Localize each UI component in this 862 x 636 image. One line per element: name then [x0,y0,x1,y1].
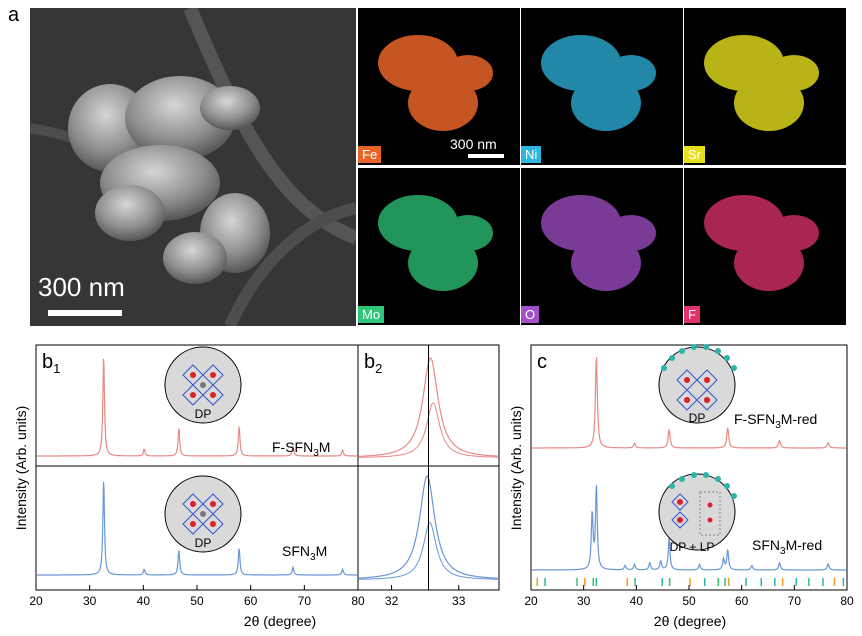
map-sr-label: Sr [684,146,705,163]
panel-a-letter: a [8,4,20,26]
map-fe: Fe 300 nm [358,8,520,165]
map-mo: Mo [358,168,520,325]
b1-tick-label: 50 [190,594,204,608]
b1-top-label: F-SFN3M [272,439,330,459]
b1-curves [37,358,357,576]
b1-tick-label: 60 [244,594,258,608]
svg-text:DP: DP [195,407,212,421]
c-top-label: F-SFN3M-red [734,411,817,431]
b2-tick-label: 33 [452,594,466,608]
c-series-sfn3m-red [532,485,846,571]
c-curves [532,357,846,586]
b2-tick-label: 32 [385,594,399,608]
axis-ticks: 20 30 40 50 60 70 80 32 33 20 30 40 50 60 70 80 [29,585,854,608]
xrd-charts: b1 b2 c Intensity (Arb. units) Intensity… [13,344,854,629]
map-o: O [521,168,683,325]
b2-letter: b2 [364,351,382,376]
map-sr: Sr [684,8,846,165]
map-mo-label: Mo [358,306,385,323]
c-tick-label: 60 [735,594,749,608]
b1-series-f-sfn3m [37,358,357,457]
b1-ylabel: Intensity (Arb. units) [13,406,29,531]
c-tick-label: 80 [840,594,854,608]
map-scale-label: 300 nm [450,136,497,152]
b1-tick-label: 20 [29,594,43,608]
svg-text:DP + LP: DP + LP [670,540,715,554]
b-xlabel: 2θ (degree) [244,613,316,629]
map-ni-label: Ni [521,146,542,163]
b1-letter: b1 [42,351,60,376]
sem-scale-bar [48,310,122,316]
b1-series-sfn3m [37,481,357,576]
c-series-f-sfn3m-red [532,357,846,449]
b1-tick-label: 80 [351,594,365,608]
b1-tick-label: 70 [298,594,312,608]
c-tick-label: 70 [788,594,802,608]
map-fe-label: Fe [358,146,382,163]
map-ni: Ni [521,8,683,165]
sem-particle [30,8,356,326]
sem-scale-label: 300 nm [38,272,125,302]
c-tick-label: 50 [682,594,696,608]
c-tick-label: 40 [630,594,644,608]
c-tick-label: 20 [524,594,538,608]
map-f-label: F [684,306,700,323]
b1-inset-bottom: DP [164,475,242,553]
c-ylabel: Intensity (Arb. units) [508,406,524,531]
map-scale-bar [468,154,504,158]
svg-text:DP: DP [689,411,706,425]
c-inset-bottom: DP + LP [658,472,737,554]
b1-tick-label: 30 [83,594,97,608]
c-letter: c [537,351,547,373]
b1-bottom-label: SFN3M [282,543,327,563]
sem-image: 300 nm [30,8,356,326]
map-f: F [684,168,846,325]
map-o-label: O [521,306,540,323]
c-inset-top: DP [658,344,737,425]
b1-inset-top: DP [164,346,242,424]
svg-text:DP: DP [195,536,212,550]
c-bottom-label: SFN3M-red [752,537,822,557]
b1-tick-label: 40 [137,594,151,608]
c-tick-label: 30 [577,594,591,608]
c-xlabel: 2θ (degree) [654,613,726,629]
